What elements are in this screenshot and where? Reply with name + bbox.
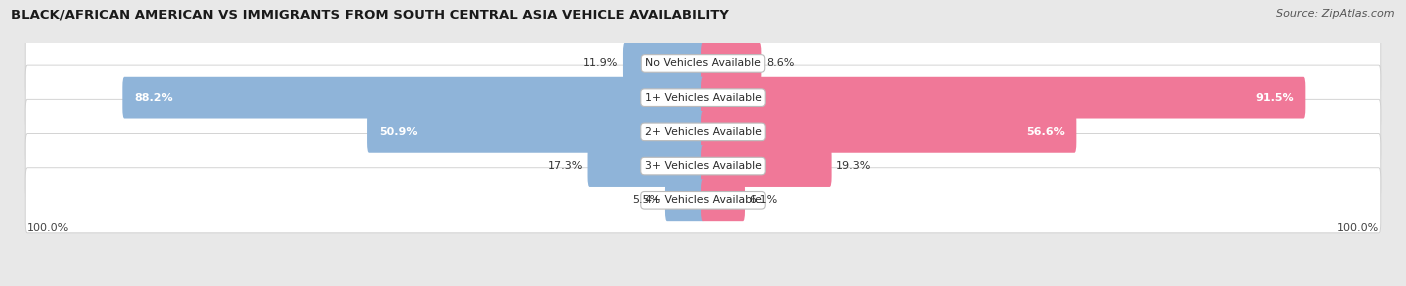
Text: 100.0%: 100.0% — [1337, 223, 1379, 233]
FancyBboxPatch shape — [25, 31, 1381, 96]
Text: 4+ Vehicles Available: 4+ Vehicles Available — [644, 195, 762, 205]
Text: 3+ Vehicles Available: 3+ Vehicles Available — [644, 161, 762, 171]
Text: 88.2%: 88.2% — [134, 93, 173, 103]
FancyBboxPatch shape — [25, 99, 1381, 164]
FancyBboxPatch shape — [702, 43, 762, 84]
Text: 6.1%: 6.1% — [749, 195, 778, 205]
FancyBboxPatch shape — [588, 145, 704, 187]
Text: 56.6%: 56.6% — [1026, 127, 1064, 137]
Text: 100.0%: 100.0% — [27, 223, 69, 233]
FancyBboxPatch shape — [367, 111, 704, 153]
FancyBboxPatch shape — [122, 77, 704, 118]
Text: No Vehicles Available: No Vehicles Available — [645, 58, 761, 68]
FancyBboxPatch shape — [702, 145, 831, 187]
FancyBboxPatch shape — [702, 179, 745, 221]
FancyBboxPatch shape — [702, 111, 1077, 153]
Legend: Black/African American, Immigrants from South Central Asia: Black/African American, Immigrants from … — [506, 283, 900, 286]
Text: BLACK/AFRICAN AMERICAN VS IMMIGRANTS FROM SOUTH CENTRAL ASIA VEHICLE AVAILABILIT: BLACK/AFRICAN AMERICAN VS IMMIGRANTS FRO… — [11, 9, 730, 21]
FancyBboxPatch shape — [702, 77, 1305, 118]
Text: 91.5%: 91.5% — [1256, 93, 1294, 103]
Text: 5.5%: 5.5% — [633, 195, 661, 205]
Text: 50.9%: 50.9% — [378, 127, 418, 137]
FancyBboxPatch shape — [665, 179, 704, 221]
Text: 19.3%: 19.3% — [837, 161, 872, 171]
FancyBboxPatch shape — [25, 65, 1381, 130]
FancyBboxPatch shape — [25, 134, 1381, 198]
Text: 2+ Vehicles Available: 2+ Vehicles Available — [644, 127, 762, 137]
Text: 17.3%: 17.3% — [547, 161, 583, 171]
FancyBboxPatch shape — [623, 43, 704, 84]
Text: 8.6%: 8.6% — [766, 58, 794, 68]
FancyBboxPatch shape — [25, 168, 1381, 233]
Text: 1+ Vehicles Available: 1+ Vehicles Available — [644, 93, 762, 103]
Text: Source: ZipAtlas.com: Source: ZipAtlas.com — [1277, 9, 1395, 19]
Text: 11.9%: 11.9% — [583, 58, 619, 68]
